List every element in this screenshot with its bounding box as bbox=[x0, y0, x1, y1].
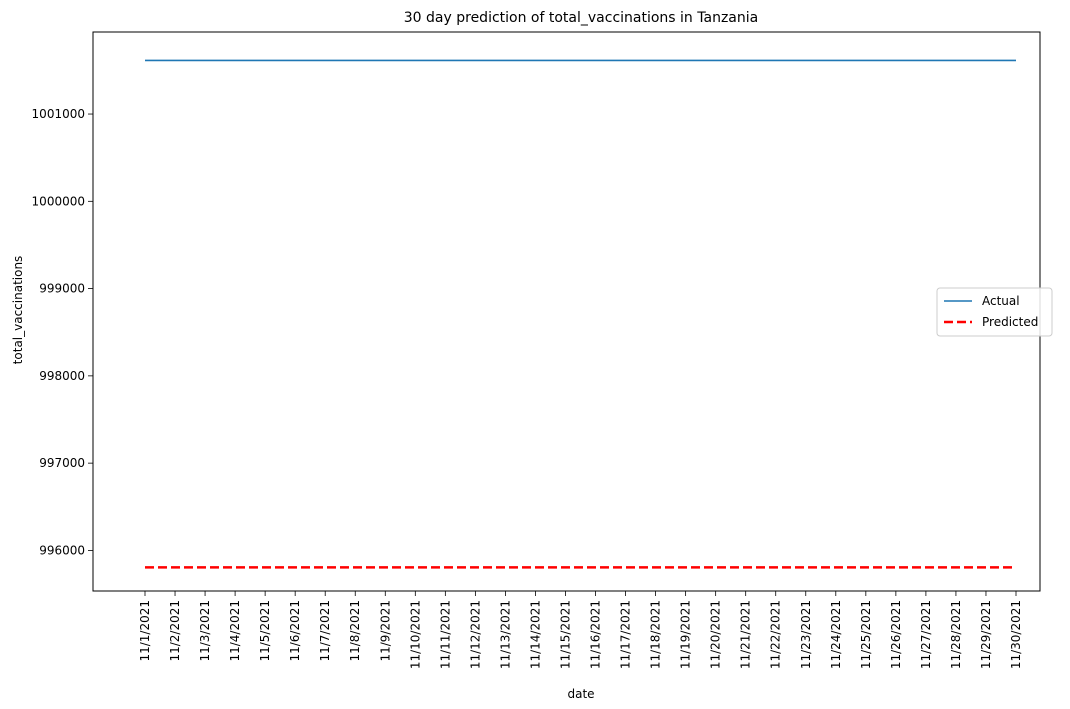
x-tick-label: 11/22/2021 bbox=[769, 600, 783, 669]
x-axis-ticks: 11/1/2021 11/2/2021 11/3/2021 11/4/2021 11/5… bbox=[138, 591, 1023, 669]
x-tick-label: 11/12/2021 bbox=[468, 600, 482, 669]
x-tick-label: 11/4/2021 bbox=[228, 600, 242, 662]
x-tick-label: 11/25/2021 bbox=[859, 600, 873, 669]
legend-label-predicted: Predicted bbox=[982, 315, 1038, 329]
x-tick-label: 11/24/2021 bbox=[829, 600, 843, 669]
x-tick-label: 11/13/2021 bbox=[498, 600, 512, 669]
x-tick-label: 11/5/2021 bbox=[258, 600, 272, 662]
legend-label-actual: Actual bbox=[982, 294, 1020, 308]
x-tick-label: 11/15/2021 bbox=[558, 600, 572, 669]
x-tick-label: 11/26/2021 bbox=[889, 600, 903, 669]
y-axis-ticks: 996000 997000 998000 999000 1000000 1001000 bbox=[32, 107, 93, 557]
x-tick-label: 11/17/2021 bbox=[619, 600, 633, 669]
y-tick-label: 1000000 bbox=[32, 194, 85, 208]
x-tick-label: 11/30/2021 bbox=[1009, 600, 1023, 669]
x-tick-label: 11/28/2021 bbox=[949, 600, 963, 669]
x-tick-label: 11/14/2021 bbox=[528, 600, 542, 669]
x-tick-label: 11/23/2021 bbox=[799, 600, 813, 669]
x-tick-label: 11/16/2021 bbox=[589, 600, 603, 669]
x-axis-label: date bbox=[567, 687, 594, 701]
x-tick-label: 11/8/2021 bbox=[348, 600, 362, 662]
x-tick-label: 11/11/2021 bbox=[438, 600, 452, 669]
x-tick-label: 11/10/2021 bbox=[408, 600, 422, 669]
x-tick-label: 11/19/2021 bbox=[679, 600, 693, 669]
y-tick-label: 996000 bbox=[39, 543, 85, 557]
y-axis-label: total_vaccinations bbox=[11, 256, 25, 365]
x-tick-label: 11/2/2021 bbox=[168, 600, 182, 662]
x-tick-label: 11/21/2021 bbox=[739, 600, 753, 669]
y-tick-label: 999000 bbox=[39, 282, 85, 296]
x-tick-label: 11/29/2021 bbox=[979, 600, 993, 669]
plot-frame bbox=[92, 31, 1041, 592]
y-tick-label: 1001000 bbox=[32, 107, 85, 121]
series-layer bbox=[145, 59, 1016, 569]
legend: Actual Predicted bbox=[936, 287, 1053, 337]
chart-title: 30 day prediction of total_vaccinations … bbox=[404, 10, 758, 26]
x-tick-label: 11/27/2021 bbox=[919, 600, 933, 669]
x-tick-label: 11/7/2021 bbox=[318, 600, 332, 662]
y-tick-label: 997000 bbox=[39, 456, 85, 470]
x-tick-label: 11/9/2021 bbox=[378, 600, 392, 662]
x-tick-label: 11/1/2021 bbox=[138, 600, 152, 662]
legend-box bbox=[936, 287, 1053, 337]
x-tick-label: 11/18/2021 bbox=[649, 600, 663, 669]
y-tick-label: 998000 bbox=[39, 369, 85, 383]
x-tick-label: 11/6/2021 bbox=[288, 600, 302, 662]
x-tick-label: 11/3/2021 bbox=[198, 600, 212, 662]
x-tick-label: 11/20/2021 bbox=[709, 600, 723, 669]
